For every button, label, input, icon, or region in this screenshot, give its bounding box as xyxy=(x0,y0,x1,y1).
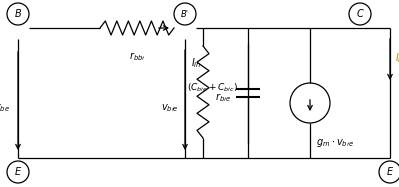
Text: $I_{in}$: $I_{in}$ xyxy=(191,56,201,70)
Text: B': B' xyxy=(181,10,189,19)
Text: $v_{be}$: $v_{be}$ xyxy=(0,102,10,114)
Text: $v_{b\prime e}$: $v_{b\prime e}$ xyxy=(161,102,179,114)
Text: E: E xyxy=(15,167,21,177)
Text: B: B xyxy=(15,9,22,19)
Text: E: E xyxy=(387,167,393,177)
Text: $r_{b\prime e}$: $r_{b\prime e}$ xyxy=(215,92,231,104)
Text: $r_{bb\prime}$: $r_{bb\prime}$ xyxy=(129,50,145,63)
Text: C: C xyxy=(357,9,363,19)
Text: $(C_{b\prime e} + C_{b\prime c})$: $(C_{b\prime e} + C_{b\prime c})$ xyxy=(187,82,238,94)
Text: $g_m \cdot v_{b\prime e}$: $g_m \cdot v_{b\prime e}$ xyxy=(316,137,354,149)
Text: $I_L$: $I_L$ xyxy=(395,51,399,65)
